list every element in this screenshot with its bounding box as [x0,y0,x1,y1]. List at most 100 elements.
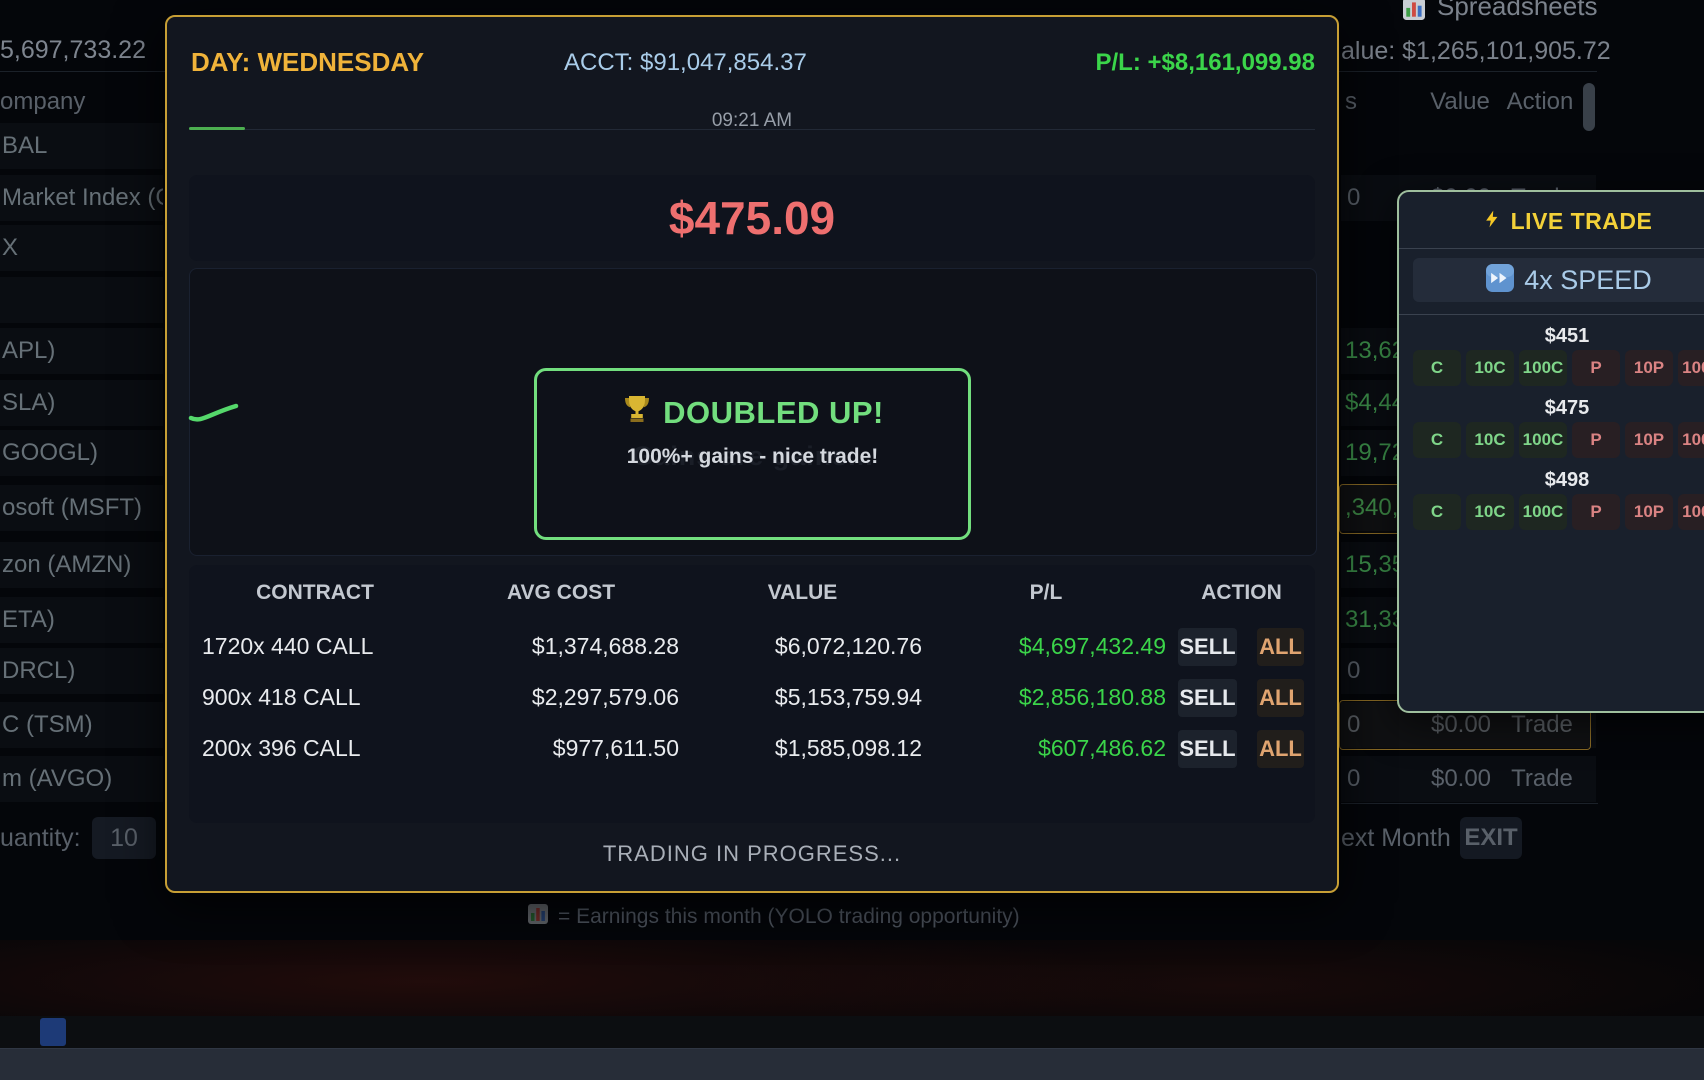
buy-100-puts-button[interactable]: 100P [1678,422,1704,458]
buy-call-button[interactable]: C [1413,422,1461,458]
buy-10-puts-button[interactable]: 10P [1625,422,1673,458]
scrollbar-thumb[interactable] [1583,83,1595,131]
strike-price-label: $475 [1544,397,1590,419]
buy-put-button[interactable]: P [1572,350,1620,386]
stock-row: X [0,225,163,271]
trading-day-modal: DAY: WEDNESDAY ACCT: $91,047,854.37 P/L:… [165,15,1339,893]
panel-divider [1399,314,1704,315]
value-fragment: $4,44 [1345,389,1406,416]
stock-label: ETA) [2,606,55,633]
header-rule [189,129,1315,130]
sell-button[interactable]: SELL [1178,729,1237,768]
action-cell: SELL ALL [1168,621,1315,672]
buy-100-calls-button[interactable]: 100C [1519,422,1567,458]
stock-row: APL) [0,328,163,374]
trade-link[interactable]: Trade [1511,711,1573,738]
buy-100-puts-button[interactable]: 100P [1678,350,1704,386]
buy-100-calls-button[interactable]: 100C [1519,350,1567,386]
stock-row: SLA) [0,380,163,426]
stock-row-values: 0 $0.00 Trade [1341,756,1596,802]
buy-call-button[interactable]: C [1413,494,1461,530]
buy-100-calls-button[interactable]: 100C [1519,494,1567,530]
stock-label: DRCL) [2,657,76,684]
action-cell: SELL ALL [1168,672,1315,723]
sell-button[interactable]: SELL [1178,678,1237,717]
pl-cell: $4,697,432.49 [1018,633,1166,659]
stock-row: osoft (MSFT) [0,485,163,531]
column-header-action: ACTION [1201,581,1282,604]
speed-toggle-button[interactable]: 4x SPEED [1413,258,1704,302]
current-price: $475.09 [668,192,836,244]
buy-10-calls-button[interactable]: 10C [1466,494,1514,530]
shares-cell: 0 [1347,184,1361,211]
spreadsheets-title: Spreadsheets [1437,0,1598,21]
quantity-input[interactable]: 10 [92,817,156,859]
bottom-gradient-band [0,940,1704,1016]
day-progress-bar [189,127,245,130]
column-header-pl: P/L [1029,581,1063,604]
clock-label: 09:21 AM [711,110,793,131]
stock-label: SLA) [2,389,56,416]
stock-label: BAL [2,132,48,159]
buy-100-puts-button[interactable]: 100P [1678,494,1704,530]
stock-label: C (TSM) [2,711,93,738]
taskbar-icon [40,1018,66,1046]
stock-row: BAL [0,123,163,169]
value-cell: $0.00 [1430,711,1492,738]
stock-label: Market Index (G [2,184,163,211]
value-fragment: ,340, [1345,494,1399,521]
buy-10-calls-button[interactable]: 10C [1466,350,1514,386]
exit-button[interactable]: EXIT [1460,817,1522,859]
shares-cell: 0 [1347,765,1361,792]
trophy-icon [621,393,653,433]
sell-button[interactable]: SELL [1178,627,1237,666]
sell-all-button[interactable]: ALL [1257,627,1304,666]
shares-column-header-fragment: s [1345,88,1357,115]
strike-buttons-row: C 10C 100C P 10P 100P [1413,494,1704,530]
portfolio-value-fragment: 5,697,733.22 [0,36,146,64]
live-trade-title: LIVE TRADE [1510,208,1653,234]
stock-label: GOOGL) [2,439,99,466]
buy-10-calls-button[interactable]: 10C [1466,422,1514,458]
sell-all-button[interactable]: ALL [1257,678,1304,717]
sell-all-button[interactable]: ALL [1257,729,1304,768]
buy-put-button[interactable]: P [1572,422,1620,458]
action-column-header: Action [1506,88,1574,115]
strike-buttons-row: C 10C 100C P 10P 100P [1413,350,1704,386]
buy-10-puts-button[interactable]: 10P [1625,350,1673,386]
stock-label: X [2,234,19,261]
account-balance-label: ACCT: $91,047,854.37 [564,49,807,76]
speed-label: 4x SPEED [1524,264,1652,295]
buy-put-button[interactable]: P [1572,494,1620,530]
badge-subtitle: 100%+ gains - nice trade! [626,445,879,468]
contract-cell: 900x 418 CALL [202,684,361,710]
panel-divider [1399,248,1704,249]
earnings-footnote-text: = Earnings this month (YOLO trading oppo… [558,905,1020,928]
pl-cell: $607,486.62 [1038,735,1166,761]
net-value-fragment: alue: $1,265,101,905.72 [1341,37,1611,65]
strike-price-label: $451 [1544,325,1590,347]
stock-row: m (AVGO) [0,756,163,802]
achievement-badge: DOUBLED UP! 100%+ gains - nice trade! [534,368,971,540]
badge-title: DOUBLED UP! [663,395,884,430]
stock-label: APL) [2,337,56,364]
stock-label: zon (AMZN) [2,551,132,578]
current-price-panel: $475.09 [189,175,1315,261]
next-month-button-fragment[interactable]: ext Month [1341,824,1451,852]
lightning-icon [1482,208,1502,235]
shares-cell: 0 [1347,657,1361,684]
stock-row: C (TSM) [0,702,163,748]
spreadsheets-chart-icon [1403,0,1425,25]
fast-forward-icon [1486,263,1515,297]
positions-table: CONTRACT AVG COST VALUE P/L ACTION 1720x… [189,565,1315,774]
trade-link[interactable]: Trade [1511,765,1573,792]
column-header-avg-cost: AVG COST [506,581,616,604]
buy-10-puts-button[interactable]: 10P [1625,494,1673,530]
value-cell: $1,585,098.12 [774,735,922,761]
earnings-footnote: = Earnings this month (YOLO trading oppo… [528,904,1020,930]
buy-call-button[interactable]: C [1413,350,1461,386]
avg-cost-cell: $977,611.50 [552,735,679,761]
bottom-slate-band [0,1048,1704,1080]
shares-cell: 0 [1347,711,1361,738]
